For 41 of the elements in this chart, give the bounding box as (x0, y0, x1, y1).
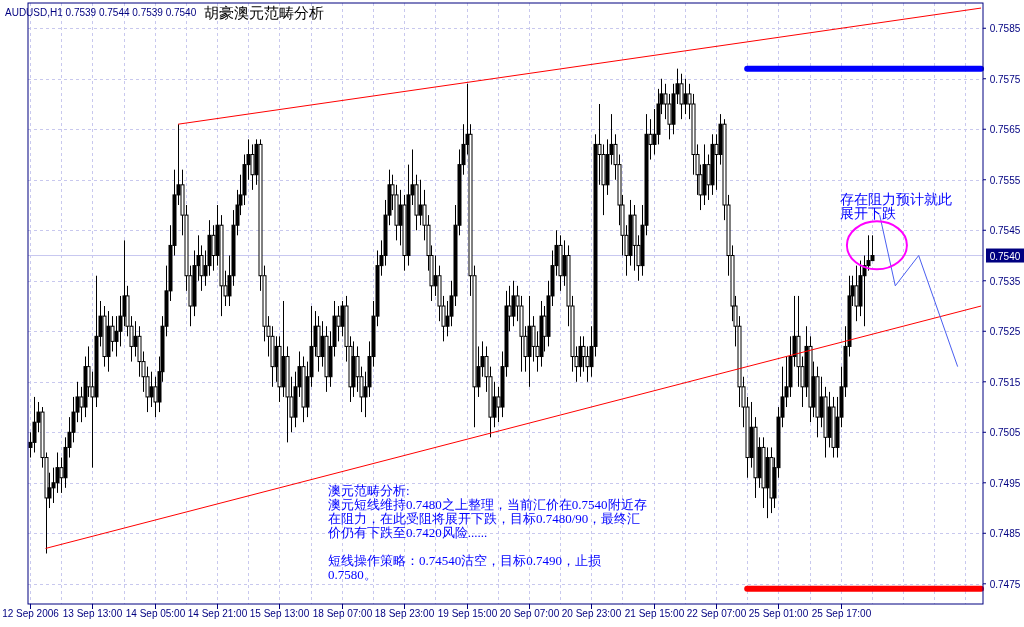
candlestick (250, 143, 255, 191)
candlestick (418, 179, 423, 226)
x-tick-label: 21 Sep 15:00 (624, 608, 685, 619)
candlestick (149, 371, 154, 408)
y-tick-label: 0.7575 (989, 73, 1021, 85)
x-tick-label: 25 Sep 17:00 (811, 608, 872, 619)
x-tick-label: 18 Sep 23:00 (374, 608, 435, 619)
x-tick-label: 22 Sep 07:00 (686, 608, 747, 619)
y-tick-label: 0.7535 (989, 275, 1021, 287)
ref-line-label: 0.7540 (989, 250, 1021, 262)
y-tick-label: 0.7585 (989, 23, 1021, 35)
y-tick-label: 0.7515 (989, 376, 1021, 388)
annotation: 澳元范畴分析: 澳元短线维持0.7480之上整理，当前汇价在0.7540附近存在阻力，在此受阻将展开下跌，目标0.7480/90，最终汇价仍有下跌至0.7420风险...... 短线操作策略：0.74540沽空，目标0.7490，止损0.7580。 (327, 483, 647, 582)
x-tick-label: 12 Sep 2006 (2, 608, 60, 619)
y-tick-label: 0.7525 (989, 326, 1021, 338)
x-tick-label: 15 Sep 13:00 (249, 608, 310, 619)
y-tick-label: 0.7475 (989, 578, 1021, 590)
candlestick (511, 280, 516, 327)
candlestick (133, 320, 138, 358)
x-tick-label: 20 Sep 07:00 (499, 608, 560, 619)
x-tick-label: 20 Sep 23:00 (561, 608, 622, 619)
y-tick-label: 0.7555 (989, 174, 1021, 186)
candlestick (679, 73, 684, 120)
chart-title: 胡豪澳元范畴分析 (203, 5, 324, 21)
x-tick-label: 19 Sep 15:00 (437, 608, 498, 619)
x-tick-label: 14 Sep 21:00 (187, 608, 248, 619)
y-tick-label: 0.7545 (989, 225, 1021, 237)
x-tick-label: 25 Sep 01:00 (748, 608, 809, 619)
candlestick (211, 224, 216, 272)
x-tick-label: 18 Sep 07:00 (312, 608, 373, 619)
y-tick-label: 0.7565 (989, 124, 1021, 136)
candlestick (578, 335, 583, 378)
y-tick-label: 0.7505 (989, 427, 1021, 439)
y-tick-label: 0.7485 (989, 528, 1021, 540)
y-tick-label: 0.7495 (989, 477, 1021, 489)
x-tick-label: 13 Sep 13:00 (62, 608, 123, 619)
chart-subtitle: AUDUSD,H1 0.7539 0.7544 0.7539 0.7540 (5, 7, 197, 18)
annotation: 存在阻力预计就此展开下跌 (840, 192, 952, 221)
x-tick-label: 14 Sep 05:00 (125, 608, 186, 619)
candlestick (683, 78, 688, 115)
candlestick (854, 265, 859, 322)
